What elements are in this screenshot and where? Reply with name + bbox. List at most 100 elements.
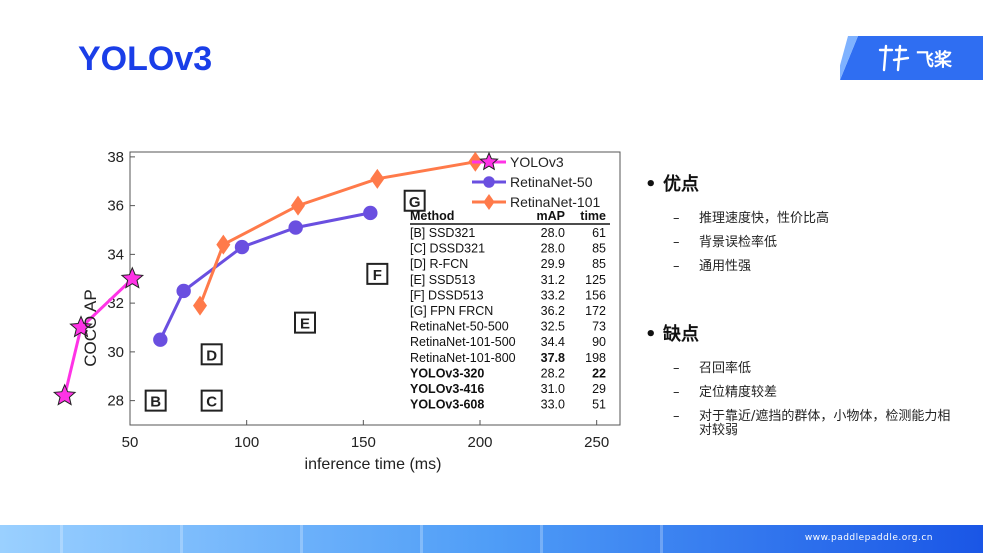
y-tick-label: 28	[107, 393, 124, 410]
table-cell-time: 22	[592, 366, 606, 380]
cons-title: 缺点	[663, 324, 699, 345]
table-row: [C] DSSD321 28.0 85	[410, 242, 606, 256]
marker-label-c: C	[206, 394, 217, 411]
table-cell-map: 37.8	[541, 351, 565, 365]
marker-box-e	[294, 311, 316, 334]
data-point	[120, 266, 145, 289]
pros-title: 优点	[663, 174, 699, 195]
series-retinanet-101	[193, 151, 483, 316]
table-row: [E] SSD513 31.2 125	[410, 273, 606, 287]
method-table: Method mAP time [B] SSD321 28.0 61 [C] DSSD321…	[410, 209, 610, 412]
table-cell-method: YOLOv3-608	[410, 398, 484, 412]
data-point	[52, 383, 77, 406]
data-point	[363, 205, 378, 221]
y-tick-label: 36	[107, 198, 124, 215]
slide-title: YOLOv3	[78, 40, 213, 78]
data-point	[193, 295, 207, 316]
yolov3-performance-chart: 50 100 150 200 250 28 30 32 34 36 38 B C D E F G YOLOv3…	[40, 140, 630, 485]
y-tick-label: 38	[107, 149, 124, 166]
table-cell-map: 29.9	[541, 257, 565, 271]
table-cell-time: 29	[592, 382, 606, 396]
data-point	[69, 315, 93, 338]
table-header: Method	[410, 209, 454, 223]
table-cell-time: 85	[592, 242, 606, 256]
table-row: [D] R-FCN 29.9 85	[410, 257, 606, 271]
data-point	[234, 239, 250, 255]
table-row: [G] FPN FRCN 36.2 172	[410, 304, 606, 318]
marker-label-f: F	[373, 267, 382, 284]
x-axis-label: inference time (ms)	[305, 456, 442, 473]
table-row: [B] SSD321 28.0 61	[410, 226, 606, 240]
marker-box-d	[200, 343, 223, 366]
table-row: YOLOv3-416 31.0 29	[410, 382, 606, 396]
comparison-markers: B C D E F G	[144, 189, 426, 412]
table-cell-time: 90	[592, 335, 606, 349]
data-point	[153, 332, 168, 347]
footer-bar	[0, 525, 983, 553]
marker-box-b	[144, 389, 167, 412]
table-cell-map: 28.0	[541, 226, 565, 240]
plot-frame	[129, 151, 621, 426]
table-cell-method: [F] DSSD513	[410, 288, 484, 302]
table-cell-time: 51	[592, 398, 606, 412]
table-cell-method: [G] FPN FRCN	[410, 304, 493, 318]
logo-text: 飞桨	[916, 49, 953, 71]
table-row: YOLOv3-320 28.2 22	[410, 366, 606, 380]
table-cell-time: 61	[592, 226, 606, 240]
data-point	[479, 151, 499, 171]
table-cell-method: RetinaNet-50-500	[410, 320, 509, 334]
paddle-mark-icon	[878, 44, 910, 72]
paddlepaddle-logo: 飞桨	[840, 36, 983, 80]
x-tick-label: 50	[122, 434, 139, 451]
y-tick-label: 34	[107, 246, 124, 263]
table-row: RetinaNet-101-800 37.8 198	[410, 351, 606, 365]
data-point	[291, 195, 305, 216]
x-tick-label: 200	[467, 434, 492, 451]
x-tick-label: 100	[234, 434, 259, 451]
chart-axes: 50 100 150 200 250 28 30 32 34 36 38	[107, 149, 621, 451]
table-cell-method: YOLOv3-416	[410, 382, 484, 396]
y-tick-label: 30	[107, 344, 124, 361]
table-header: time	[580, 209, 606, 223]
table-cell-map: 32.5	[541, 320, 565, 334]
table-cell-map: 31.2	[541, 273, 565, 287]
table-cell-map: 28.0	[541, 242, 565, 256]
legend-entry: YOLOv3	[510, 154, 564, 170]
data-point	[483, 176, 495, 188]
table-row: YOLOv3-608 33.0 51	[410, 398, 606, 412]
marker-box-f	[366, 262, 389, 285]
legend-entry: RetinaNet-50	[510, 174, 593, 190]
chart-series	[52, 151, 483, 406]
marker-label-d: D	[206, 347, 217, 364]
table-cell-time: 125	[585, 273, 606, 287]
cons-heading: • 缺点	[645, 324, 699, 345]
table-cell-method: YOLOv3-320	[410, 366, 484, 380]
table-cell-time: 85	[592, 257, 606, 271]
table-header: mAP	[537, 209, 565, 223]
table-cell-method: [B] SSD321	[410, 226, 475, 240]
table-cell-time: 73	[592, 320, 606, 334]
table-row: RetinaNet-101-500 34.4 90	[410, 335, 606, 349]
y-tick-label: 32	[107, 295, 124, 312]
pros-heading: • 优点	[645, 174, 699, 195]
table-cell-time: 198	[585, 351, 606, 365]
x-tick-label: 250	[584, 434, 609, 451]
table-cell-time: 156	[585, 288, 606, 302]
table-cell-map: 36.2	[541, 304, 565, 318]
table-cell-map: 31.0	[541, 382, 565, 396]
table-cell-map: 34.4	[541, 335, 565, 349]
footer-url: www.paddlepaddle.org.cn	[804, 533, 933, 543]
table-cell-map: 33.2	[541, 288, 565, 302]
data-point	[176, 283, 191, 299]
marker-label-e: E	[300, 316, 310, 333]
data-point	[216, 234, 231, 255]
logo-banner	[840, 36, 983, 80]
marker-box-c	[200, 389, 223, 412]
x-tick-label: 150	[351, 434, 376, 451]
table-cell-method: RetinaNet-101-800	[410, 351, 516, 365]
table-cell-map: 28.2	[541, 366, 565, 380]
table-cell-method: [E] SSD513	[410, 273, 475, 287]
marker-box-g	[403, 189, 426, 212]
table-cell-time: 172	[585, 304, 606, 318]
chart-legend: YOLOv3 RetinaNet-50 RetinaNet-101	[472, 151, 600, 210]
